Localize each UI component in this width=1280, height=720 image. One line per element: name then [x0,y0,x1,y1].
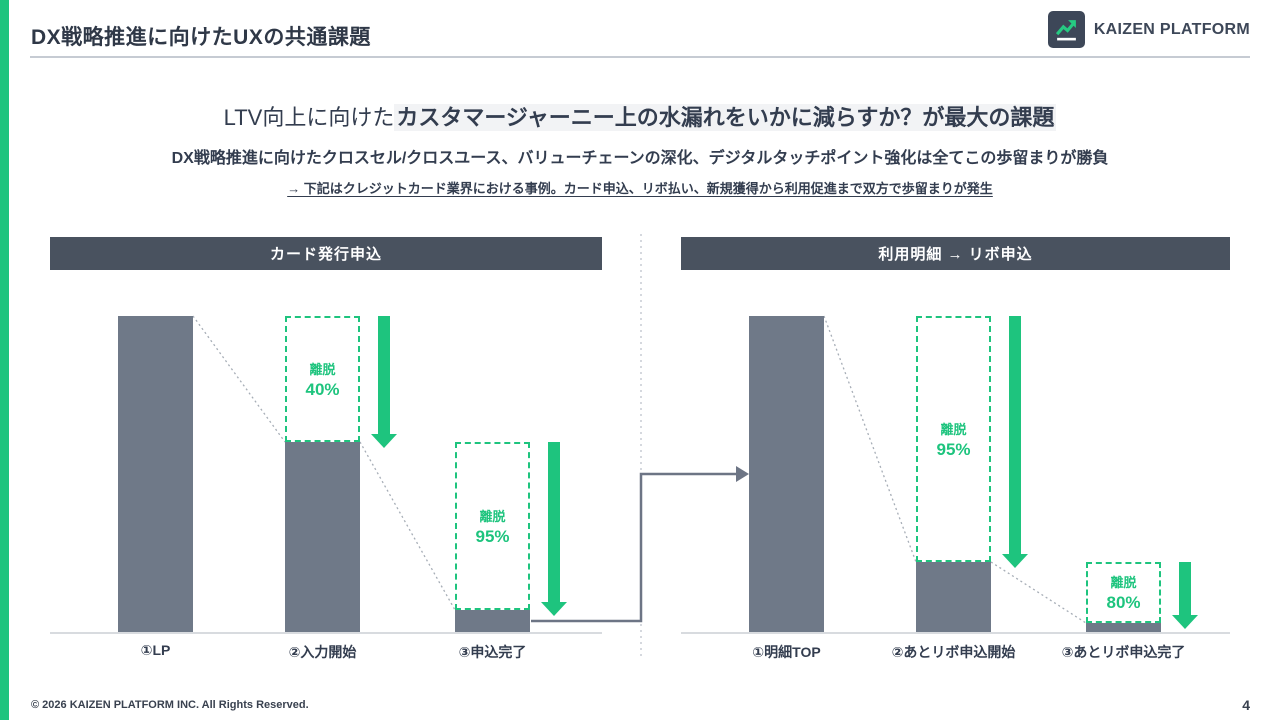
funnel-chart-card-application: ①LP ②入力開始 離脱 40% ③申込完了 離脱 95% [50,315,602,660]
funnel-chart-revolving-application: ①明細TOP ②あとリボ申込開始 離脱 95% ③あとリボ申込完了 離脱 80% [681,315,1230,660]
chart-title-bar: カード発行申込 [50,237,602,270]
bar-category-label: ③申込完了 [458,644,527,660]
dropoff-label: 離脱 [940,421,967,437]
header-divider [30,56,1250,58]
decline-dotted-line [990,561,1087,624]
page-title: DX戦略推進に向けたUXの共通課題 [31,26,371,49]
accent-strip [0,0,9,720]
dropoff-percent: 40% [305,379,340,399]
arrow-head [1172,615,1198,629]
funnel-bar [118,316,193,632]
funnel-bar [749,316,824,632]
bar-category-label: ①明細TOP [752,644,821,660]
chart-title: 利用明細 → リボ申込 [878,246,1033,263]
decline-dotted-line [192,315,286,443]
headline-main: LTV向上に向けたカスタマージャーニー上の水漏れをいかに減らすか？が最大の課題 [0,100,1280,132]
bar-category-label: ③あとリボ申込完了 [1061,644,1186,660]
bar-category-label: ②入力開始 [288,644,357,660]
footer-copyright: © 2026 KAIZEN PLATFORM INC. All Rights R… [31,699,309,711]
dropoff-percent: 80% [1106,593,1141,612]
arrow-shaft [1179,562,1191,616]
arrow-head [371,434,397,448]
headline-sub: DX戦略推進に向けたクロスセル/クロスユース、バリューチェーンの深化、デジタルタ… [171,150,1109,167]
headline-note: → 下記はクレジットカード業界における事例。カード申込、リボ払い、新規獲得から利… [287,181,993,196]
funnel-bar [1086,623,1161,632]
chart-title-bar: 利用明細 → リボ申込 [681,237,1230,270]
page-number: 4 [1242,697,1250,713]
dropoff-label: 離脱 [479,508,506,524]
funnel-bar [285,442,360,632]
dropoff-box: 離脱 95% [455,442,530,610]
funnel-bar [455,610,530,632]
dropoff-percent: 95% [475,526,510,546]
dropoff-down-arrow [541,442,567,616]
arrow-shaft [378,316,390,435]
chart-title: カード発行申込 [269,246,382,263]
decline-dotted-line [823,315,917,563]
decline-dotted-line [359,441,456,611]
arrow-shaft [548,442,560,603]
dropoff-box: 離脱 80% [1086,562,1161,623]
headline-emphasis: カスタマージャーニー上の水漏れをいかに減らすか？が最大の課題 [394,104,1057,131]
bar-category-label: ②あとリボ申込開始 [891,644,1016,660]
dropoff-down-arrow [1002,316,1028,568]
arrow-shaft [1009,316,1021,555]
dropoff-box: 離脱 95% [916,316,991,562]
arrow-head [541,602,567,616]
dropoff-percent: 95% [936,439,971,459]
bar-category-label: ①LP [140,642,171,658]
kaizen-logo-text: KAIZEN PLATFORM [1093,20,1250,38]
trend-up-chart-icon [1047,11,1085,48]
funnel-section-card-application: カード発行申込 ①LP ②入力開始 離脱 40% ③申込完了 離脱 95% [50,237,602,660]
headline-lead: LTV向上に向けた [223,105,395,130]
arrow-head [1002,554,1028,568]
funnel-bar [916,562,991,632]
dropoff-label: 離脱 [309,361,336,377]
dropoff-down-arrow [371,316,397,448]
headline-block: LTV向上に向けたカスタマージャーニー上の水漏れをいかに減らすか？が最大の課題 … [0,100,1280,197]
funnel-section-revolving-application: 利用明細 → リボ申込 ①明細TOP ②あとリボ申込開始 離脱 95% ③あとリボ申込完… [681,237,1230,660]
dropoff-label: 離脱 [1110,575,1137,590]
dropoff-box: 離脱 40% [285,316,360,442]
dropoff-down-arrow [1172,562,1198,629]
kaizen-logo: KAIZEN PLATFORM [1047,11,1250,48]
